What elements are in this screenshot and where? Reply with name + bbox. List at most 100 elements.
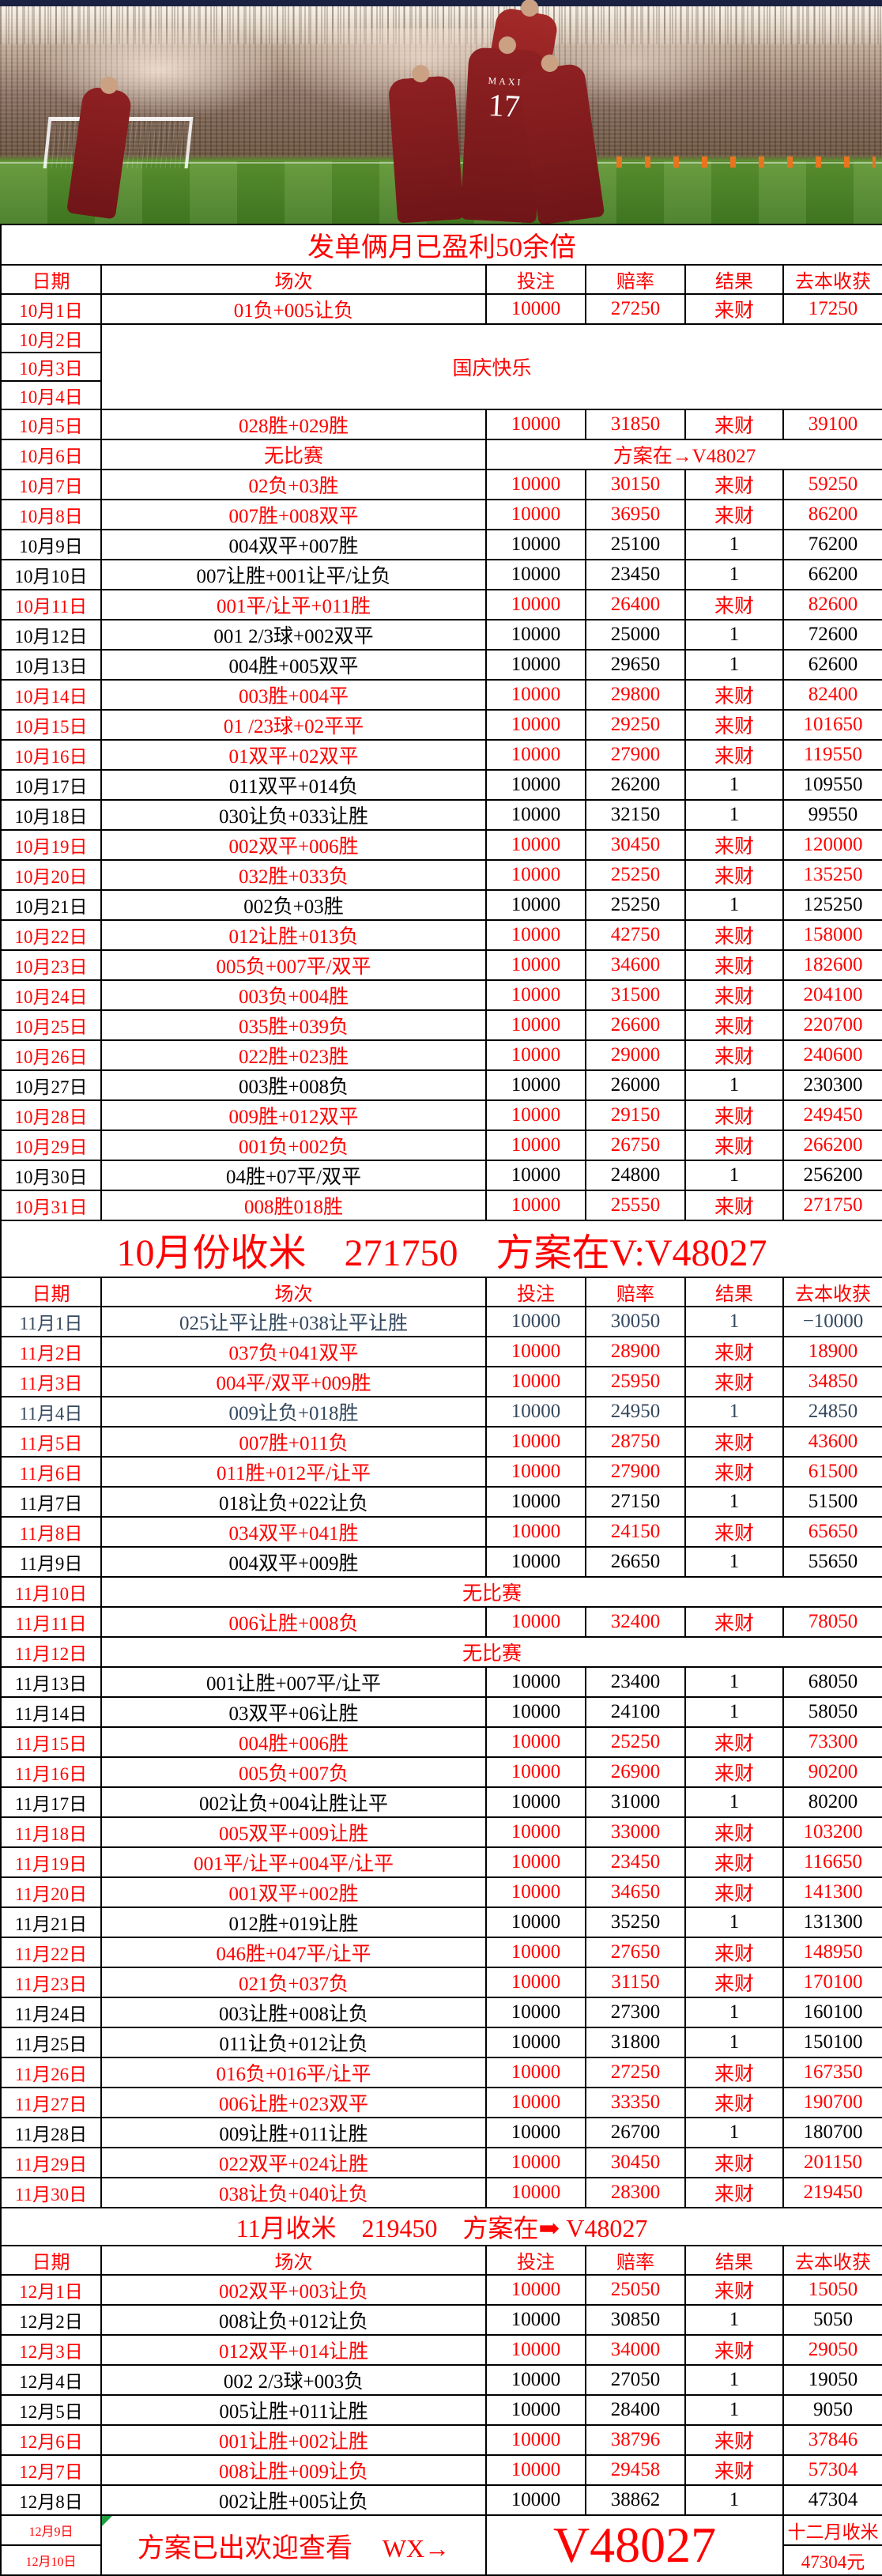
date-cell: 10月9日: [0, 529, 102, 560]
match-cell: 009胜+012双平: [100, 1099, 487, 1131]
date-cell: 12月1日: [0, 2274, 102, 2306]
date-cell: 10月29日: [0, 1130, 102, 1161]
result-cell: 来财: [684, 499, 784, 530]
stake-cell: 10000: [485, 1726, 586, 1758]
stake-cell: 10000: [485, 589, 586, 620]
result-cell: 来财: [684, 589, 784, 620]
result-cell: 来财: [684, 739, 784, 771]
date-cell: 11月30日: [0, 2177, 102, 2208]
match-cell: 04胜+07平/双平: [100, 1160, 487, 1191]
result-cell: 来财: [684, 1606, 784, 1638]
table-row: 10月11日 001平/让平+011胜 10000 26400 来财 82600: [0, 589, 882, 620]
date-cell: 10月10日: [0, 559, 102, 590]
date-cell: 12月3日: [0, 2334, 102, 2366]
table-row: 11月15日 004胜+006胜 10000 25250 来财 73300: [0, 1726, 882, 1758]
result-cell: 1: [684, 2027, 784, 2058]
match-cell: 037负+041双平: [100, 1336, 487, 1367]
no-match-label: 无比赛: [100, 1636, 882, 1668]
profit-cell: 101650: [782, 709, 882, 741]
profit-cell: 201150: [782, 2147, 882, 2178]
odds-cell: 32150: [585, 799, 686, 831]
table-row: 11月13日 001让胜+007平/让平 10000 23400 1 68050: [0, 1666, 882, 1698]
date-cell: 10月7日: [0, 469, 102, 500]
stake-cell: 10000: [485, 469, 586, 500]
stake-cell: 10000: [485, 1967, 586, 1998]
stake-cell: 10000: [485, 829, 586, 861]
stake-cell: 10000: [485, 949, 586, 981]
date-cell: 11月28日: [0, 2117, 102, 2148]
date-cell: 12月7日: [0, 2454, 102, 2486]
table-row: 11月14日 03双平+06让胜 10000 24100 1 58050: [0, 1696, 882, 1728]
odds-cell: 31800: [585, 2027, 686, 2058]
match-cell: 007让胜+001让平/让负: [100, 559, 487, 590]
stake-cell: 10000: [485, 859, 586, 891]
date-cell: 11月18日: [0, 1816, 102, 1848]
odds-cell: 29250: [585, 709, 686, 741]
date-cell: 10月18日: [0, 799, 102, 831]
match-cell: 012双平+014让胜: [100, 2334, 487, 2366]
footer-row: 12月9日 方案已出欢迎查看 WX→ V48027 十二月收米: [0, 2514, 882, 2576]
table-row-holiday: 10月3日: [0, 352, 882, 382]
plan-announcement-text: 方案已出欢迎查看: [137, 2533, 352, 2563]
col-header-date: 日期: [0, 2245, 102, 2276]
match-cell: 003胜+008负: [100, 1069, 487, 1101]
table-header-row: 日期 场次 投注 赔率 结果 去本收获: [0, 2245, 882, 2276]
odds-cell: 28400: [585, 2394, 686, 2426]
odds-cell: 23450: [585, 559, 686, 590]
result-cell: 来财: [684, 1456, 784, 1488]
date-cell: 10月30日: [0, 1160, 102, 1191]
date-cell: 11月4日: [0, 1396, 102, 1428]
date-cell: 11月8日: [0, 1516, 102, 1548]
profit-cell: 190700: [782, 2087, 882, 2118]
date-cell: 11月2日: [0, 1336, 102, 1367]
profit-cell: 37846: [782, 2424, 882, 2456]
stake-cell: 10000: [485, 2484, 586, 2516]
profit-cell: 57304: [782, 2454, 882, 2486]
match-cell: 035胜+039负: [100, 1009, 487, 1041]
table-row: 12月2日 008让负+012让负 10000 30850 1 5050: [0, 2304, 882, 2336]
result-cell: 来财: [684, 829, 784, 861]
result-cell: 来财: [684, 1726, 784, 1758]
match-cell: 005双平+009让胜: [100, 1816, 487, 1848]
match-cell: 006让胜+023双平: [100, 2087, 487, 2118]
odds-cell: 30850: [585, 2304, 686, 2336]
date-cell: 12月4日: [0, 2364, 102, 2396]
col-header-odds: 赔率: [585, 264, 686, 295]
match-cell: 038让负+040让负: [100, 2177, 487, 2208]
odds-cell: 23400: [585, 1666, 686, 1698]
match-cell: 011双平+014负: [100, 769, 487, 801]
date-cell: 11月16日: [0, 1756, 102, 1788]
stake-cell: 10000: [485, 1876, 586, 1908]
result-cell: 1: [684, 2304, 784, 2336]
odds-cell: 31150: [585, 1967, 686, 1998]
match-cell: 011胜+012平/让平: [100, 1456, 487, 1488]
odds-cell: 23450: [585, 1846, 686, 1878]
profit-cell: 55650: [782, 1546, 882, 1578]
odds-cell: 27900: [585, 739, 686, 771]
result-cell: 1: [684, 1486, 784, 1518]
result-cell: 来财: [684, 1967, 784, 1998]
date-cell: 10月8日: [0, 499, 102, 530]
stake-cell: 10000: [485, 2117, 586, 2148]
date-cell: 11月5日: [0, 1426, 102, 1458]
odds-cell: 28900: [585, 1336, 686, 1367]
date-cell: 11月9日: [0, 1546, 102, 1578]
profit-cell: 80200: [782, 1786, 882, 1818]
table-row: 11月2日 037负+041双平 10000 28900 来财 18900: [0, 1336, 882, 1367]
result-cell: 1: [684, 529, 784, 560]
odds-cell: 29150: [585, 1099, 686, 1131]
profit-cell: 17250: [782, 293, 882, 325]
result-cell: 来财: [684, 1009, 784, 1041]
col-header-date: 日期: [0, 264, 102, 295]
stake-cell: 10000: [485, 1816, 586, 1848]
stake-cell: 10000: [485, 2027, 586, 2058]
result-cell: 来财: [684, 919, 784, 951]
match-cell: 001 2/3球+002双平: [100, 619, 487, 651]
profit-cell: 86200: [782, 499, 882, 530]
profit-cell: 271750: [782, 1190, 882, 1221]
table-row: 11月23日 021负+037负 10000 31150 来财 170100: [0, 1967, 882, 1998]
odds-cell: 25250: [585, 1726, 686, 1758]
match-cell: 008胜018胜: [100, 1190, 487, 1221]
date-cell: 11月19日: [0, 1846, 102, 1878]
profit-cell: 82400: [782, 679, 882, 711]
